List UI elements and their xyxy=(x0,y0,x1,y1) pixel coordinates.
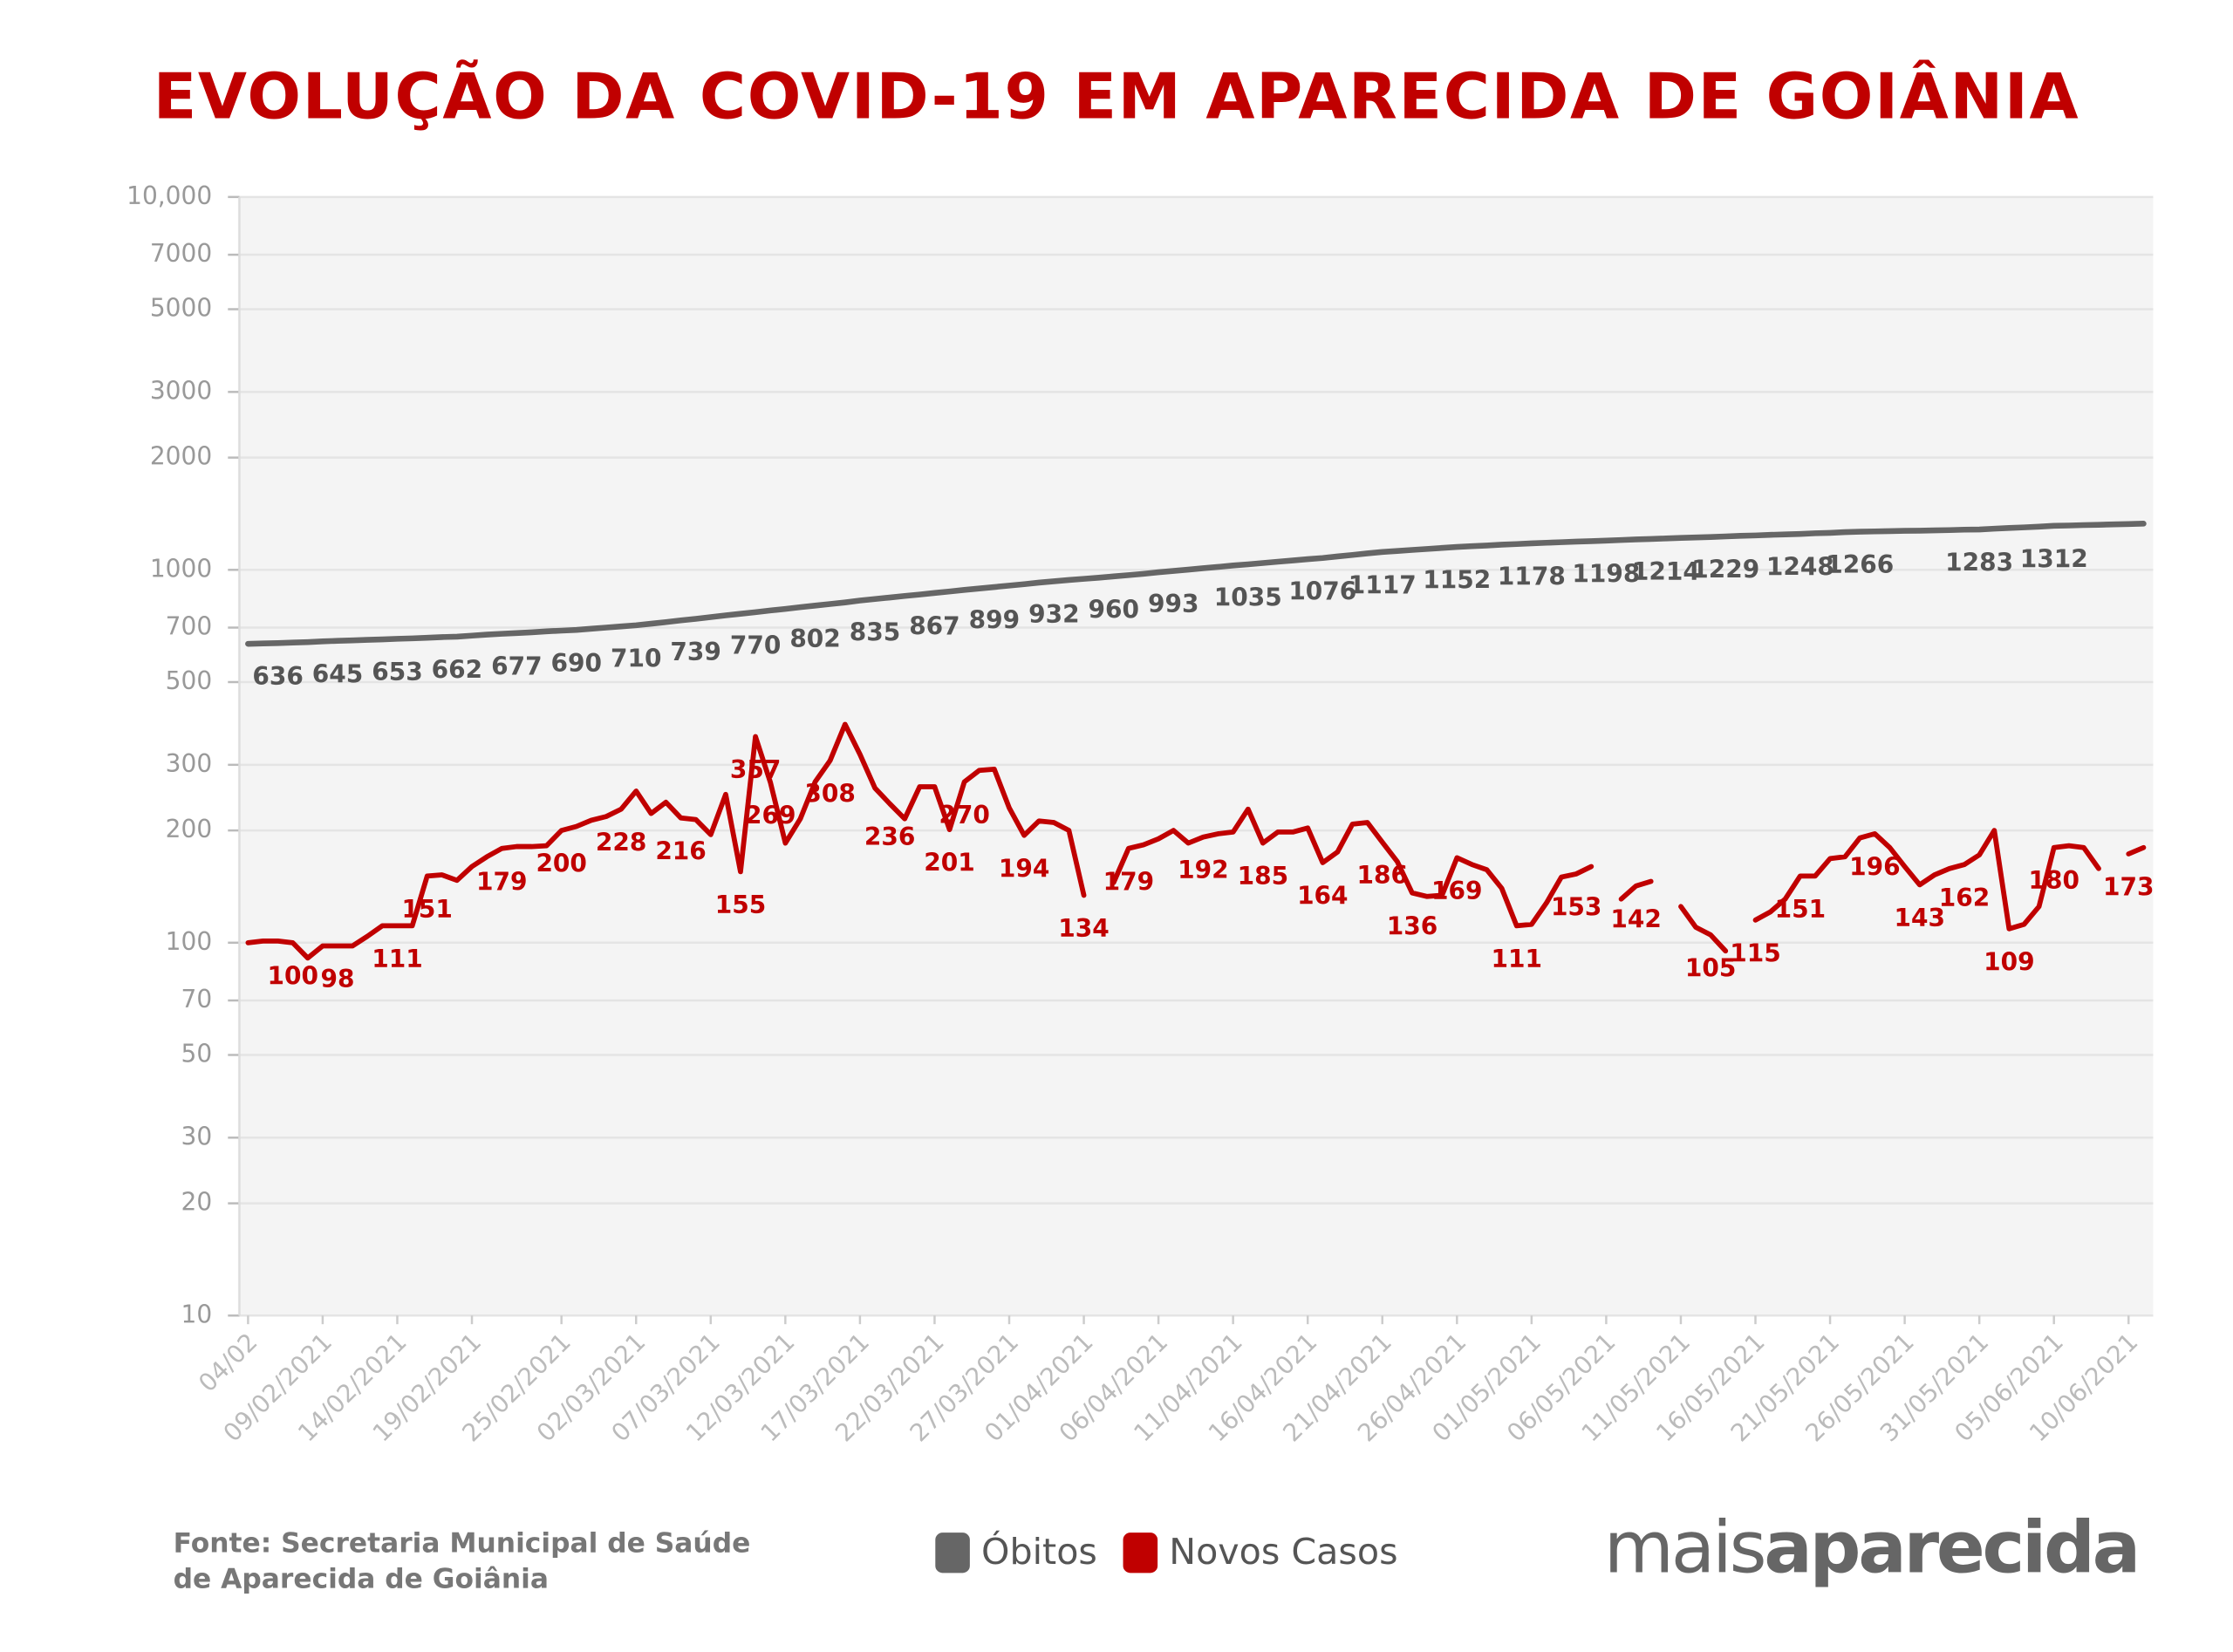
data-label: 1229 xyxy=(1691,556,1759,584)
data-label: 1076 xyxy=(1288,577,1356,605)
legend-swatch xyxy=(1123,1533,1158,1573)
data-label: 1214 xyxy=(1632,557,1700,586)
series-line xyxy=(245,721,2147,961)
data-label: 1152 xyxy=(1423,566,1491,595)
y-tick-label: 10 xyxy=(181,1300,213,1328)
legend-label: Novos Casos xyxy=(1169,1531,1397,1573)
data-label: 155 xyxy=(715,891,766,919)
data-label: 690 xyxy=(551,649,602,678)
data-label: 115 xyxy=(1730,939,1780,967)
data-label: 236 xyxy=(864,823,915,851)
data-label: 180 xyxy=(2028,866,2079,895)
source-line: de Aparecida de Goiânia xyxy=(174,1564,549,1595)
data-label: 105 xyxy=(1685,953,1736,982)
y-tick-label: 30 xyxy=(181,1122,213,1150)
data-label: 162 xyxy=(1939,884,1990,912)
data-label: 1283 xyxy=(1945,549,2013,577)
data-label: 1312 xyxy=(2020,544,2088,573)
legend-swatch xyxy=(935,1533,970,1573)
data-label: 710 xyxy=(611,644,661,672)
y-tick-label: 70 xyxy=(181,985,213,1014)
data-label: 1266 xyxy=(1826,550,1894,579)
chart-title: EVOLUÇÃO DA COVID-19 EM APARECIDA DE GOI… xyxy=(154,58,2080,133)
data-label: 770 xyxy=(730,631,781,659)
data-label: 1178 xyxy=(1498,562,1566,590)
series-line xyxy=(245,521,2147,647)
data-label: 153 xyxy=(1551,892,1601,921)
y-tick-label: 300 xyxy=(166,749,212,778)
data-label: 136 xyxy=(1387,911,1437,940)
y-tick-label: 10,000 xyxy=(126,181,212,210)
data-label: 111 xyxy=(1492,945,1542,973)
data-label: 109 xyxy=(1984,947,2034,976)
data-label: 960 xyxy=(1089,595,1139,624)
y-tick-label: 7000 xyxy=(150,239,212,268)
legend-label: Óbitos xyxy=(981,1531,1097,1573)
data-label: 151 xyxy=(401,895,452,924)
data-label: 993 xyxy=(1148,590,1198,618)
data-label: 179 xyxy=(1103,867,1154,896)
data-label: 142 xyxy=(1610,905,1661,933)
data-label: 196 xyxy=(1849,852,1900,881)
data-label: 1035 xyxy=(1214,583,1282,611)
data-label: 270 xyxy=(939,801,989,829)
y-tick-label: 100 xyxy=(166,927,212,956)
data-label: 653 xyxy=(372,658,422,686)
data-label: 194 xyxy=(999,854,1049,883)
data-label: 1117 xyxy=(1349,570,1417,599)
data-label: 186 xyxy=(1357,861,1408,890)
y-tick-label: 1000 xyxy=(150,554,212,583)
data-label: 200 xyxy=(536,850,586,878)
y-tick-label: 3000 xyxy=(150,376,212,405)
data-label: 173 xyxy=(2103,873,2154,902)
data-label: 636 xyxy=(252,662,303,691)
data-label: 164 xyxy=(1297,882,1348,911)
data-label: 932 xyxy=(1028,600,1079,629)
data-label: 645 xyxy=(312,659,363,688)
y-tick-label: 5000 xyxy=(150,294,212,323)
data-label: 739 xyxy=(670,638,720,666)
data-label: 169 xyxy=(1431,877,1482,905)
y-tick-label: 200 xyxy=(166,815,212,843)
data-label: 143 xyxy=(1894,904,1944,932)
data-label: 98 xyxy=(321,965,355,993)
data-label: 867 xyxy=(909,611,959,640)
data-label: 899 xyxy=(969,606,1020,635)
data-label: 192 xyxy=(1178,856,1228,884)
data-label: 662 xyxy=(432,655,482,684)
y-tick-label: 500 xyxy=(166,666,212,695)
data-label: 228 xyxy=(596,828,646,857)
data-label: 134 xyxy=(1058,914,1109,943)
source-line: Fonte: Secretaria Municipal de Saúde xyxy=(174,1527,751,1559)
data-label: 269 xyxy=(745,802,796,830)
x-tick-label: 04/02 xyxy=(193,1328,263,1397)
data-label: 151 xyxy=(1775,895,1826,924)
y-tick-label: 20 xyxy=(181,1188,213,1217)
data-label: 201 xyxy=(924,849,974,877)
data-label: 308 xyxy=(804,780,855,809)
data-label: 835 xyxy=(850,618,900,646)
data-label: 357 xyxy=(730,755,781,784)
data-label: 1198 xyxy=(1572,559,1640,588)
y-tick-label: 2000 xyxy=(150,442,212,471)
data-label: 216 xyxy=(655,836,706,865)
y-tick-label: 50 xyxy=(181,1039,213,1068)
data-label: 179 xyxy=(476,867,527,896)
data-label: 111 xyxy=(372,945,422,973)
plot-area xyxy=(237,196,2154,1316)
data-label: 185 xyxy=(1238,862,1288,891)
data-label: 1248 xyxy=(1766,553,1834,582)
data-label: 802 xyxy=(789,625,840,653)
data-label: 677 xyxy=(491,652,542,680)
y-tick-label: 700 xyxy=(166,612,212,641)
brand-part: mais xyxy=(1604,1507,1764,1590)
brand-part: aparecida xyxy=(1764,1507,2138,1590)
brand: maisaparecida xyxy=(1604,1507,2138,1590)
data-label: 100 xyxy=(267,961,318,990)
